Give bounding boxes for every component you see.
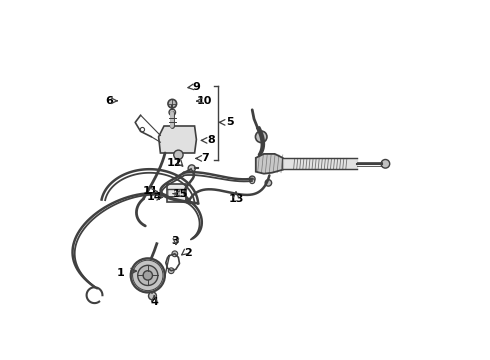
Text: 14: 14: [147, 192, 162, 202]
Text: 12: 12: [167, 158, 183, 168]
Text: 8: 8: [207, 135, 215, 145]
Circle shape: [174, 150, 183, 159]
Text: 5: 5: [226, 117, 233, 127]
Circle shape: [188, 165, 196, 172]
Circle shape: [168, 99, 176, 108]
Text: 2: 2: [184, 248, 192, 258]
Circle shape: [265, 180, 271, 186]
Circle shape: [133, 260, 163, 291]
Text: 1: 1: [117, 268, 124, 278]
Circle shape: [172, 251, 178, 257]
Text: 13: 13: [228, 194, 244, 204]
Circle shape: [250, 179, 255, 184]
Text: 3: 3: [171, 236, 179, 246]
Text: 10: 10: [197, 96, 212, 106]
Text: 6: 6: [105, 96, 113, 106]
Polygon shape: [159, 126, 196, 153]
Bar: [167, 184, 186, 202]
Circle shape: [143, 271, 152, 280]
Circle shape: [169, 268, 174, 274]
Text: 7: 7: [201, 153, 209, 163]
Circle shape: [255, 131, 267, 143]
Circle shape: [148, 292, 156, 300]
Text: 9: 9: [193, 82, 200, 92]
Circle shape: [169, 109, 175, 116]
Circle shape: [130, 258, 165, 293]
Circle shape: [138, 265, 158, 285]
Text: 15: 15: [172, 189, 188, 199]
Polygon shape: [256, 154, 283, 174]
Circle shape: [249, 176, 255, 182]
Text: 11: 11: [143, 186, 158, 196]
Text: 4: 4: [150, 297, 158, 307]
Circle shape: [381, 159, 390, 168]
